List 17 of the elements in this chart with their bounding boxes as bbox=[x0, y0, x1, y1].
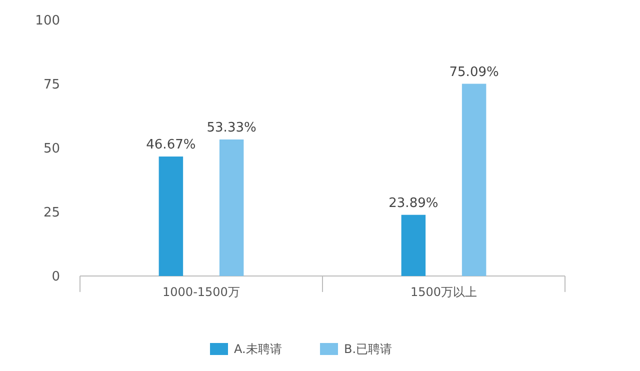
bar bbox=[219, 139, 244, 276]
bar bbox=[158, 156, 184, 276]
data-label: 23.89% bbox=[388, 196, 438, 211]
legend-label: A.未聘请 bbox=[234, 342, 282, 356]
x-tick-label: 1000-1500万 bbox=[162, 285, 240, 299]
data-label: 46.67% bbox=[146, 138, 196, 153]
data-label: 75.09% bbox=[449, 64, 499, 80]
bar bbox=[462, 84, 486, 276]
y-tick-label: 50 bbox=[43, 142, 60, 157]
y-tick-label: 75 bbox=[43, 78, 60, 93]
y-tick-label: 100 bbox=[35, 14, 60, 29]
x-tick-label: 1500万以上 bbox=[410, 285, 478, 299]
y-tick-label: 25 bbox=[43, 206, 60, 221]
legend-label: B.已聘请 bbox=[344, 342, 392, 356]
bar bbox=[401, 214, 426, 276]
data-label: 53.33% bbox=[206, 120, 256, 136]
y-tick-label: 0 bbox=[52, 270, 60, 285]
